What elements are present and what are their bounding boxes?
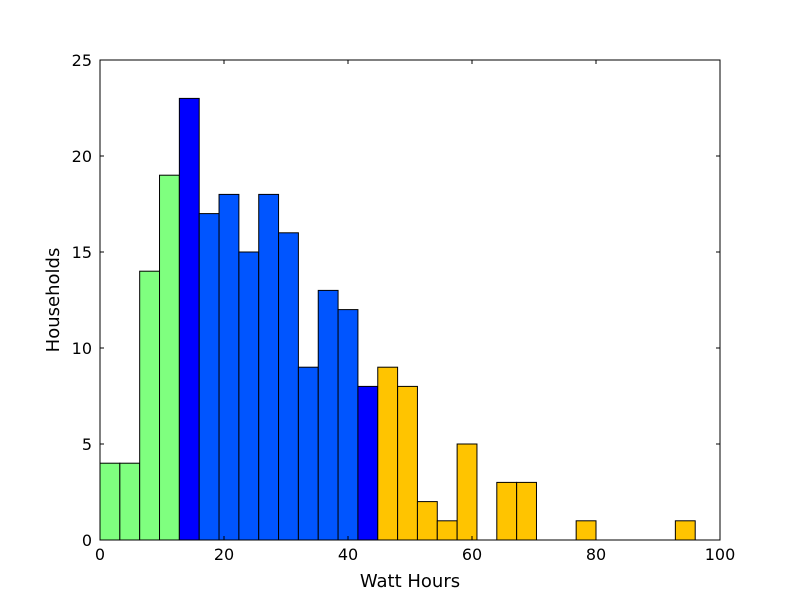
y-axis-label: Households — [43, 248, 64, 353]
histogram-bar — [198, 213, 220, 541]
histogram-bar — [357, 385, 379, 541]
x-tick-label: 0 — [95, 545, 105, 564]
y-tick-label: 25 — [72, 51, 92, 70]
x-axis-label: Watt Hours — [360, 571, 460, 592]
y-tick-label: 15 — [72, 243, 92, 262]
histogram-bar — [397, 385, 418, 541]
histogram-bar — [99, 462, 121, 541]
histogram-bar — [436, 520, 458, 541]
histogram-bar — [278, 232, 299, 541]
x-tick-label: 60 — [462, 545, 482, 564]
y-tick-label: 0 — [82, 531, 92, 550]
histogram-bar — [119, 462, 141, 541]
histogram-bar — [377, 366, 399, 541]
histogram-bar — [178, 97, 200, 541]
histogram-bar — [139, 270, 161, 541]
x-tick-label: 100 — [705, 545, 736, 564]
histogram-bar — [575, 520, 597, 541]
histogram-bar — [317, 289, 339, 541]
histogram-bar — [516, 481, 537, 541]
bars-group — [99, 97, 696, 541]
histogram-bar — [258, 193, 280, 541]
histogram-bar — [218, 193, 240, 541]
histogram-bar — [674, 520, 696, 541]
y-tick-label: 10 — [72, 339, 92, 358]
histogram-bar — [159, 174, 180, 541]
plot-frame — [99, 59, 721, 541]
y-tick-label: 5 — [82, 435, 92, 454]
histogram-bar — [416, 501, 438, 541]
y-tick-label: 20 — [72, 147, 92, 166]
histogram-bar — [238, 251, 260, 541]
histogram-bar — [297, 366, 319, 541]
ticks-group: 0 20 40 60 80 100 0 5 10 15 20 25 — [72, 51, 736, 564]
x-tick-label: 20 — [214, 545, 234, 564]
x-tick-label: 80 — [586, 545, 606, 564]
x-tick-label: 40 — [338, 545, 358, 564]
histogram-bar — [456, 443, 478, 541]
histogram-bar — [496, 481, 518, 541]
histogram-bar — [337, 309, 359, 541]
